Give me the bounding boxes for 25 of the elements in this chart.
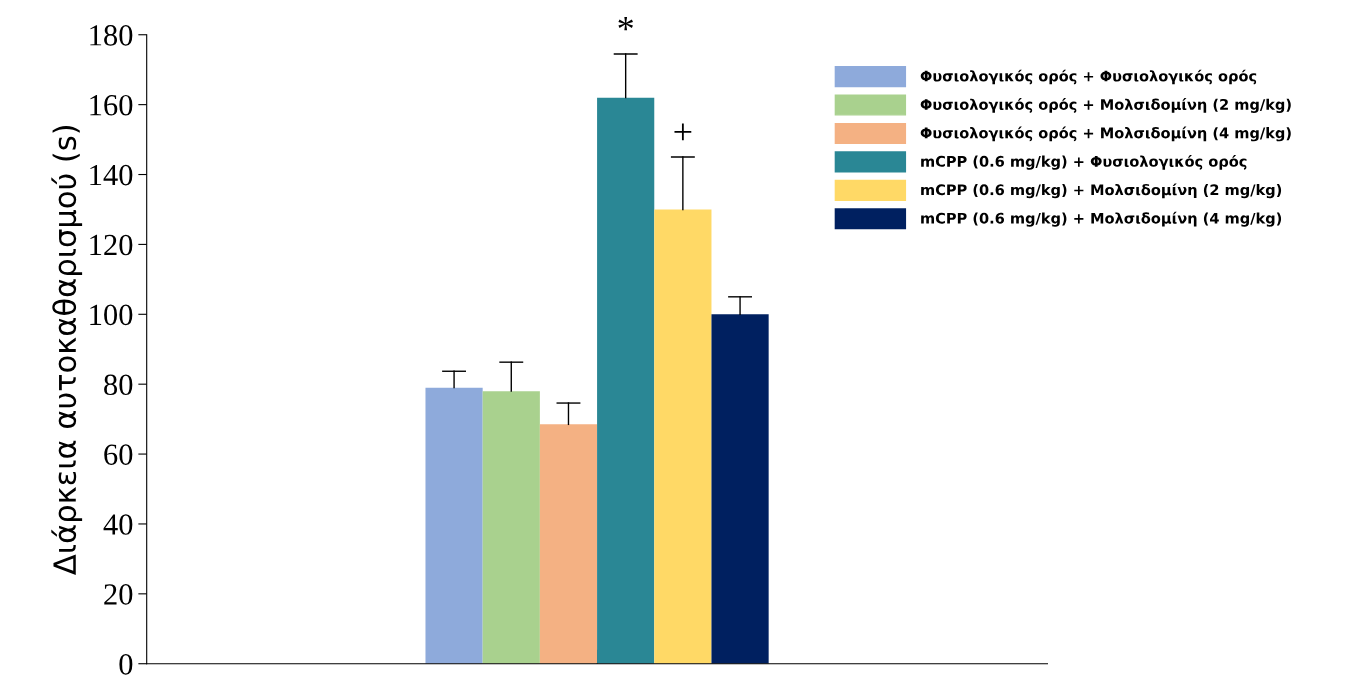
y-tick-label: 100 <box>90 304 133 326</box>
legend-label: Φυσιολογικός ορός + Μολσιδομίνη (4 mg/kg) <box>920 126 1291 142</box>
text: * <box>618 17 633 31</box>
bar <box>425 387 483 664</box>
bar <box>482 391 540 664</box>
legend-label: Φυσιολογικός ορός + Μολσιδομίνη (2 mg/kg) <box>920 98 1291 113</box>
y-tick-label: 40 <box>103 514 133 535</box>
y-tick-label: 140 <box>90 164 133 186</box>
y-tick-label: 180 <box>90 25 133 46</box>
bar <box>711 314 769 664</box>
y-tick-label: 80 <box>104 374 133 396</box>
legend-label: mCPP (0.6 mg/kg) + Μολσιδομίνη (4 mg/kg) <box>921 211 1282 227</box>
legend-label: mCPP (0.6 mg/kg) + Μολσιδομίνη (2 mg/kg) <box>921 183 1282 199</box>
annotation: + <box>674 123 692 141</box>
y-tick-label: 0 <box>119 654 133 675</box>
y-tick-label: 120 <box>90 234 133 256</box>
legend-label: Φυσιολογικός ορός + Φυσιολογικός ορός <box>920 69 1257 85</box>
bar <box>539 424 598 664</box>
bar <box>597 97 655 664</box>
y-tick-label: 20 <box>104 584 133 605</box>
y-axis-title: Διάρκεια αυτοκαθαρισμού (s) <box>51 125 83 575</box>
bar <box>654 209 712 664</box>
y-tick-label: 60 <box>104 444 133 465</box>
legend-label: mCPP (0.6 mg/kg) + Φυσιολογικός ορός <box>921 154 1247 170</box>
y-tick-label: 160 <box>90 94 133 116</box>
